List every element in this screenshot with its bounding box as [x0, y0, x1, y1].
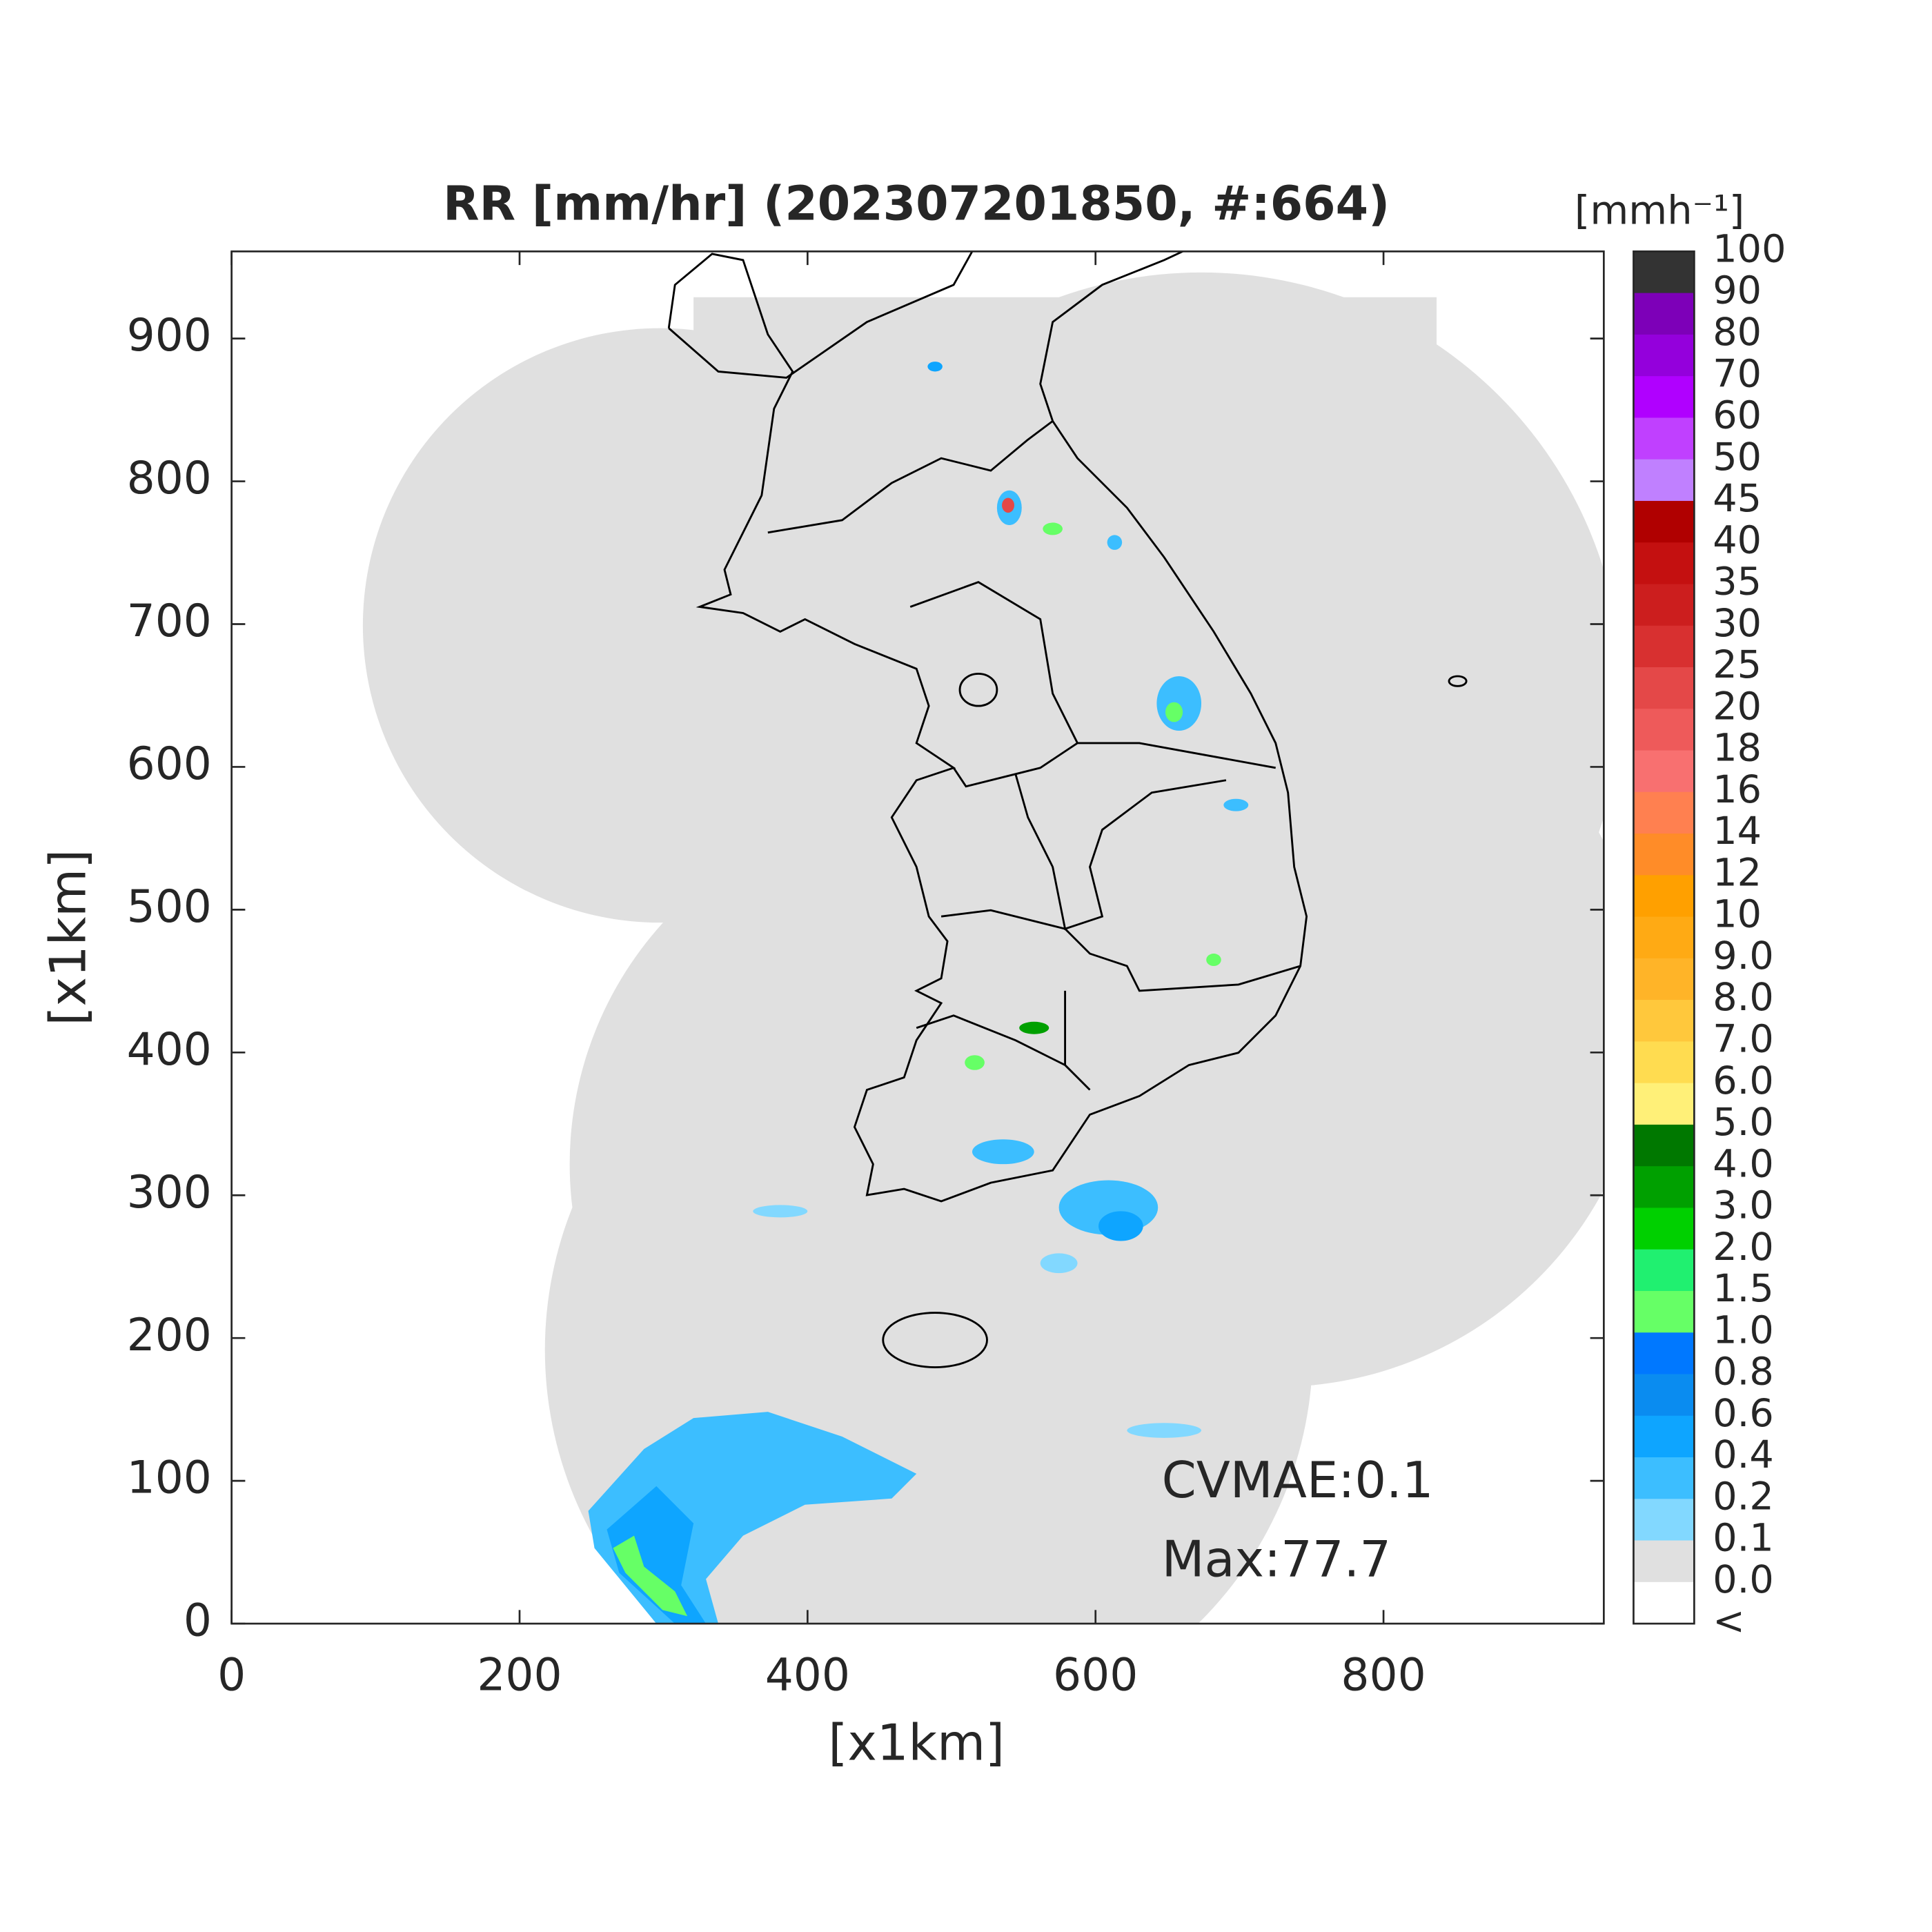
- y-tick-label: 500: [127, 881, 212, 933]
- y-tick-label: 600: [127, 738, 212, 790]
- colorbar-bin: [1633, 251, 1695, 294]
- colorbar-label: 0.2: [1713, 1474, 1773, 1519]
- colorbar-bin: [1633, 1540, 1695, 1583]
- colorbar-label: 14: [1713, 809, 1762, 854]
- colorbar-frame: [1633, 250, 1695, 1625]
- y-axis-label: [x1km]: [39, 849, 97, 1026]
- y-tick-label: 700: [127, 595, 212, 647]
- map-layer: [362, 251, 1604, 1624]
- colorbar-label: 0.4: [1713, 1432, 1773, 1477]
- colorbar-label: 12: [1713, 850, 1762, 895]
- colorbar-bin: [1633, 1457, 1695, 1500]
- colorbar-bin: [1633, 417, 1695, 460]
- colorbar-label: 40: [1713, 518, 1762, 562]
- colorbar-label: 30: [1713, 601, 1762, 646]
- colorbar-label: 100: [1713, 226, 1786, 271]
- colorbar-bin: [1633, 916, 1695, 959]
- colorbar-label: 60: [1713, 393, 1762, 438]
- coastline: [667, 251, 1468, 1368]
- y-tick-label: 100: [127, 1452, 212, 1504]
- colorbar-bin: [1633, 459, 1695, 502]
- y-tick-label: 800: [127, 453, 212, 504]
- x-tick-label: 0: [217, 1650, 246, 1702]
- colorbar-label: 80: [1713, 310, 1762, 355]
- chart-title: RR [mm/hr] (202307201850, #:664): [443, 177, 1390, 231]
- colorbar-unit: [mmh⁻¹]: [1575, 187, 1744, 233]
- colorbar-label: 7.0: [1713, 1017, 1773, 1062]
- colorbar-label: 2.0: [1713, 1225, 1773, 1270]
- colorbar-bin: [1633, 1083, 1695, 1125]
- colorbar-bin: [1633, 1415, 1695, 1458]
- colorbar-bin: [1633, 625, 1695, 668]
- x-tick-label: 200: [477, 1650, 562, 1702]
- colorbar-bin: [1633, 1041, 1695, 1084]
- x-tick-label: 800: [1341, 1650, 1426, 1702]
- y-tick-label: 400: [127, 1024, 212, 1076]
- y-tick-label: 0: [184, 1595, 212, 1647]
- colorbar-label: 10: [1713, 892, 1762, 937]
- colorbar-bin: [1633, 293, 1695, 335]
- colorbar-bin: [1633, 1249, 1695, 1292]
- y-tick-label: 300: [127, 1167, 212, 1219]
- colorbar-bin: [1633, 1374, 1695, 1417]
- colorbar-label: 0.0: [1713, 1557, 1773, 1602]
- colorbar-label: 6.0: [1713, 1058, 1773, 1103]
- colorbar-bin: [1633, 750, 1695, 793]
- colorbar-bin: [1633, 1166, 1695, 1209]
- plot-frame: [230, 250, 1605, 1625]
- colorbar-bin: [1633, 875, 1695, 918]
- colorbar-label: 8.0: [1713, 975, 1773, 1020]
- colorbar-bin: [1633, 709, 1695, 751]
- colorbar-label: 0.1: [1713, 1516, 1773, 1561]
- x-axis-label: [x1km]: [828, 1713, 1005, 1771]
- colorbar-label: 4.0: [1713, 1141, 1773, 1186]
- colorbar-bin: [1633, 1332, 1695, 1375]
- colorbar-label: 5.0: [1713, 1100, 1773, 1145]
- colorbar-bin: [1633, 500, 1695, 544]
- x-tick-label: 600: [1053, 1650, 1138, 1702]
- colorbar-bin: [1633, 1000, 1695, 1043]
- colorbar-bin: [1633, 1124, 1695, 1167]
- colorbar-label: 70: [1713, 351, 1762, 396]
- colorbar-label: 45: [1713, 476, 1762, 521]
- colorbar-label: 16: [1713, 767, 1762, 812]
- colorbar-bin: [1633, 834, 1695, 876]
- colorbar-bin: [1633, 667, 1695, 710]
- colorbar-label: <: [1713, 1599, 1745, 1644]
- colorbar-bin: [1633, 1290, 1695, 1334]
- colorbar-label: 0.6: [1713, 1391, 1773, 1436]
- colorbar-label: 9.0: [1713, 934, 1773, 978]
- colorbar-bin: [1633, 1499, 1695, 1541]
- colorbar-bin: [1633, 791, 1695, 834]
- colorbar-label: 35: [1713, 560, 1762, 604]
- y-tick-label: 900: [127, 310, 212, 362]
- colorbar-label: 50: [1713, 435, 1762, 480]
- colorbar-label: 0.8: [1713, 1350, 1773, 1394]
- annotation: Max:77.7: [1162, 1530, 1391, 1588]
- colorbar-label: 3.0: [1713, 1183, 1773, 1228]
- colorbar-label: 20: [1713, 684, 1762, 729]
- colorbar-bin: [1633, 958, 1695, 1001]
- colorbar-bin: [1633, 376, 1695, 419]
- colorbar-bin: [1633, 1208, 1695, 1250]
- colorbar-label: 90: [1713, 268, 1762, 313]
- precipitation: [588, 362, 1249, 1624]
- colorbar-label: 18: [1713, 726, 1762, 771]
- colorbar-bin: [1633, 1581, 1695, 1624]
- colorbar-label: 1.5: [1713, 1266, 1773, 1311]
- annotation: CVMAE:0.1: [1162, 1451, 1434, 1509]
- colorbar-label: 1.0: [1713, 1308, 1773, 1352]
- colorbar-bin: [1633, 584, 1695, 627]
- x-tick-label: 400: [765, 1650, 850, 1702]
- colorbar-bin: [1633, 334, 1695, 377]
- colorbar-bin: [1633, 542, 1695, 585]
- y-tick-label: 200: [127, 1310, 212, 1361]
- radar-coverage: [362, 273, 1604, 1624]
- colorbar-label: 25: [1713, 642, 1762, 687]
